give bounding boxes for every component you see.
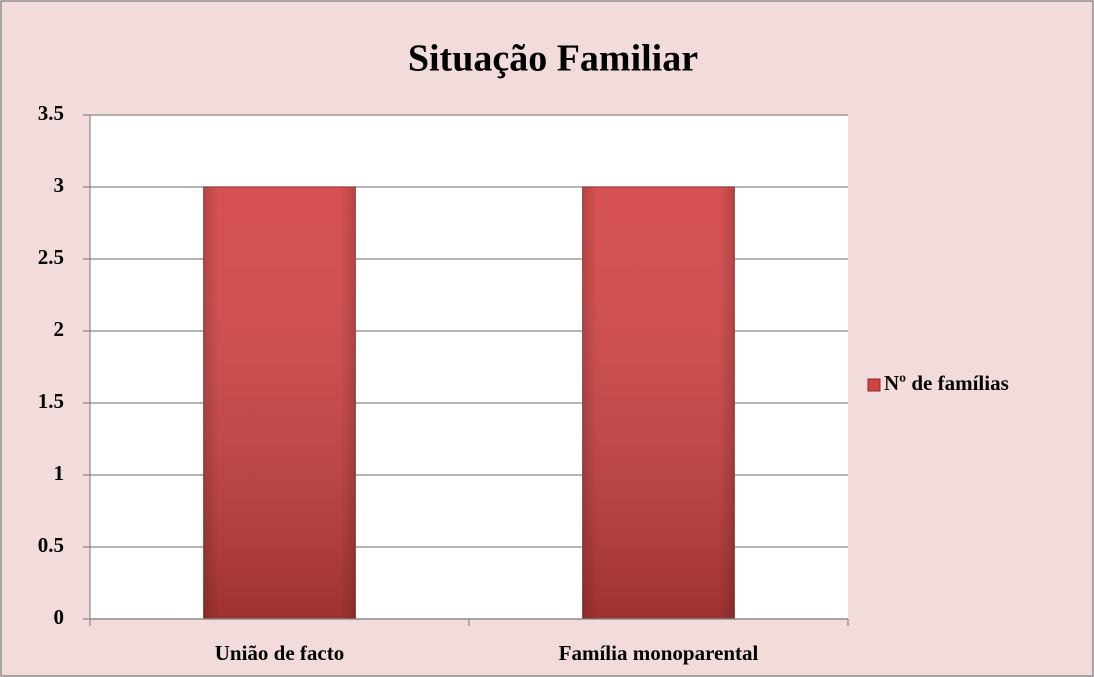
y-tick-label: 3 — [54, 173, 65, 197]
x-tick-label: Família monoparental — [559, 641, 759, 665]
bar-edge — [203, 187, 356, 619]
bar-edge — [582, 187, 735, 619]
y-tick-label: 0.5 — [38, 533, 64, 557]
x-tick-label: União de facto — [215, 641, 345, 665]
y-tick-label: 0 — [54, 605, 65, 629]
y-tick-label: 2 — [54, 317, 65, 341]
legend-label: Nº de famílias — [884, 371, 1009, 395]
y-tick-label: 1 — [54, 461, 65, 485]
y-tick-label: 3.5 — [38, 101, 64, 125]
legend-swatch — [867, 378, 881, 392]
y-tick-label: 1.5 — [38, 389, 64, 413]
y-tick-label: 2.5 — [38, 245, 64, 269]
chart-title: Situação Familiar — [408, 38, 698, 80]
